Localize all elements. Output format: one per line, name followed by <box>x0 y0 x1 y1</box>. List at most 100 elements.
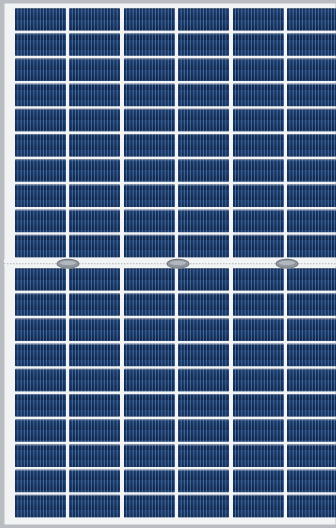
cell-busbar <box>233 84 284 85</box>
string-gap <box>230 268 233 518</box>
cell-busbar <box>233 33 284 35</box>
cell-busbar <box>69 369 120 370</box>
solar-cell <box>15 368 66 392</box>
solar-cell <box>69 444 120 467</box>
solar-cell <box>124 444 175 467</box>
cell-busbar <box>178 293 229 295</box>
solar-cell <box>233 293 284 316</box>
cell-busbar <box>287 33 336 35</box>
solar-cell <box>233 419 284 442</box>
solar-cell <box>233 58 284 81</box>
solar-cell <box>178 368 229 392</box>
solar-cell <box>287 343 336 367</box>
cell-busbar <box>124 109 175 110</box>
solar-cell <box>124 159 175 182</box>
cell-busbar <box>178 210 229 211</box>
cell-busbar <box>287 134 336 136</box>
solar-cell <box>178 234 229 258</box>
cell-busbar <box>15 419 66 421</box>
cell-busbar <box>233 318 284 320</box>
cell-busbar <box>124 444 175 446</box>
solar-cell <box>15 268 66 291</box>
panel-top-half <box>15 8 336 258</box>
cell-busbar <box>233 109 284 110</box>
solar-cell <box>124 134 175 157</box>
cell-busbar <box>124 318 175 320</box>
string-gap <box>66 8 69 258</box>
solar-cell <box>124 209 175 233</box>
solar-cell <box>287 33 336 56</box>
solar-cell <box>233 318 284 341</box>
cell-busbar <box>15 184 66 186</box>
cell-busbar <box>178 159 229 161</box>
cell-busbar <box>233 394 284 396</box>
cell-busbar <box>124 344 175 345</box>
solar-cell <box>15 33 66 56</box>
cell-busbar <box>69 344 120 345</box>
solar-cell <box>233 209 284 233</box>
solar-cell <box>178 444 229 467</box>
panel-frame-left <box>0 0 4 528</box>
solar-cell <box>178 58 229 81</box>
solar-cell <box>124 83 175 107</box>
solar-cell <box>124 494 175 518</box>
solar-cell <box>69 184 120 207</box>
cell-busbar <box>15 470 66 471</box>
cell-busbar <box>233 344 284 345</box>
solar-cell <box>15 394 66 417</box>
cell-busbar <box>233 210 284 211</box>
solar-cell <box>178 83 229 107</box>
solar-cell <box>124 469 175 493</box>
cell-busbar <box>287 318 336 320</box>
cell-busbar <box>15 235 66 236</box>
solar-cell <box>69 159 120 182</box>
solar-cell <box>124 293 175 316</box>
string-gap <box>121 8 124 258</box>
cell-busbar <box>69 159 120 161</box>
solar-cell <box>233 394 284 417</box>
cell-busbar <box>233 419 284 421</box>
cell-busbar <box>124 8 175 10</box>
solar-cell <box>124 184 175 207</box>
solar-cell <box>233 83 284 107</box>
solar-cell <box>287 8 336 31</box>
solar-cell <box>287 184 336 207</box>
cell-busbar <box>15 33 66 35</box>
solar-cell <box>287 293 336 316</box>
solar-cell <box>233 368 284 392</box>
solar-cell <box>287 368 336 392</box>
cell-busbar <box>69 33 120 35</box>
cell-busbar <box>233 184 284 186</box>
solar-cell <box>178 159 229 182</box>
string-gap <box>284 268 287 518</box>
cell-busbar <box>233 268 284 270</box>
solar-cell <box>69 134 120 157</box>
cell-busbar <box>287 184 336 186</box>
cell-busbar <box>287 495 336 496</box>
solar-cell <box>69 469 120 493</box>
solar-cell <box>178 268 229 291</box>
cell-busbar <box>69 495 120 496</box>
solar-cell <box>15 444 66 467</box>
solar-cell <box>124 268 175 291</box>
cell-busbar <box>287 8 336 10</box>
solar-cell <box>233 184 284 207</box>
solar-cell <box>69 368 120 392</box>
solar-cell <box>15 58 66 81</box>
cell-busbar <box>233 369 284 370</box>
cell-busbar <box>287 419 336 421</box>
cell-busbar <box>69 210 120 211</box>
solar-cell <box>124 419 175 442</box>
solar-cell <box>287 234 336 258</box>
solar-cell <box>69 494 120 518</box>
cell-busbar <box>287 159 336 161</box>
cell-busbar <box>178 419 229 421</box>
cell-busbar <box>287 369 336 370</box>
solar-cell <box>124 108 175 132</box>
solar-cell <box>15 159 66 182</box>
solar-cell <box>178 108 229 132</box>
cell-busbar <box>69 184 120 186</box>
solar-cell <box>124 8 175 31</box>
cell-busbar <box>287 210 336 211</box>
